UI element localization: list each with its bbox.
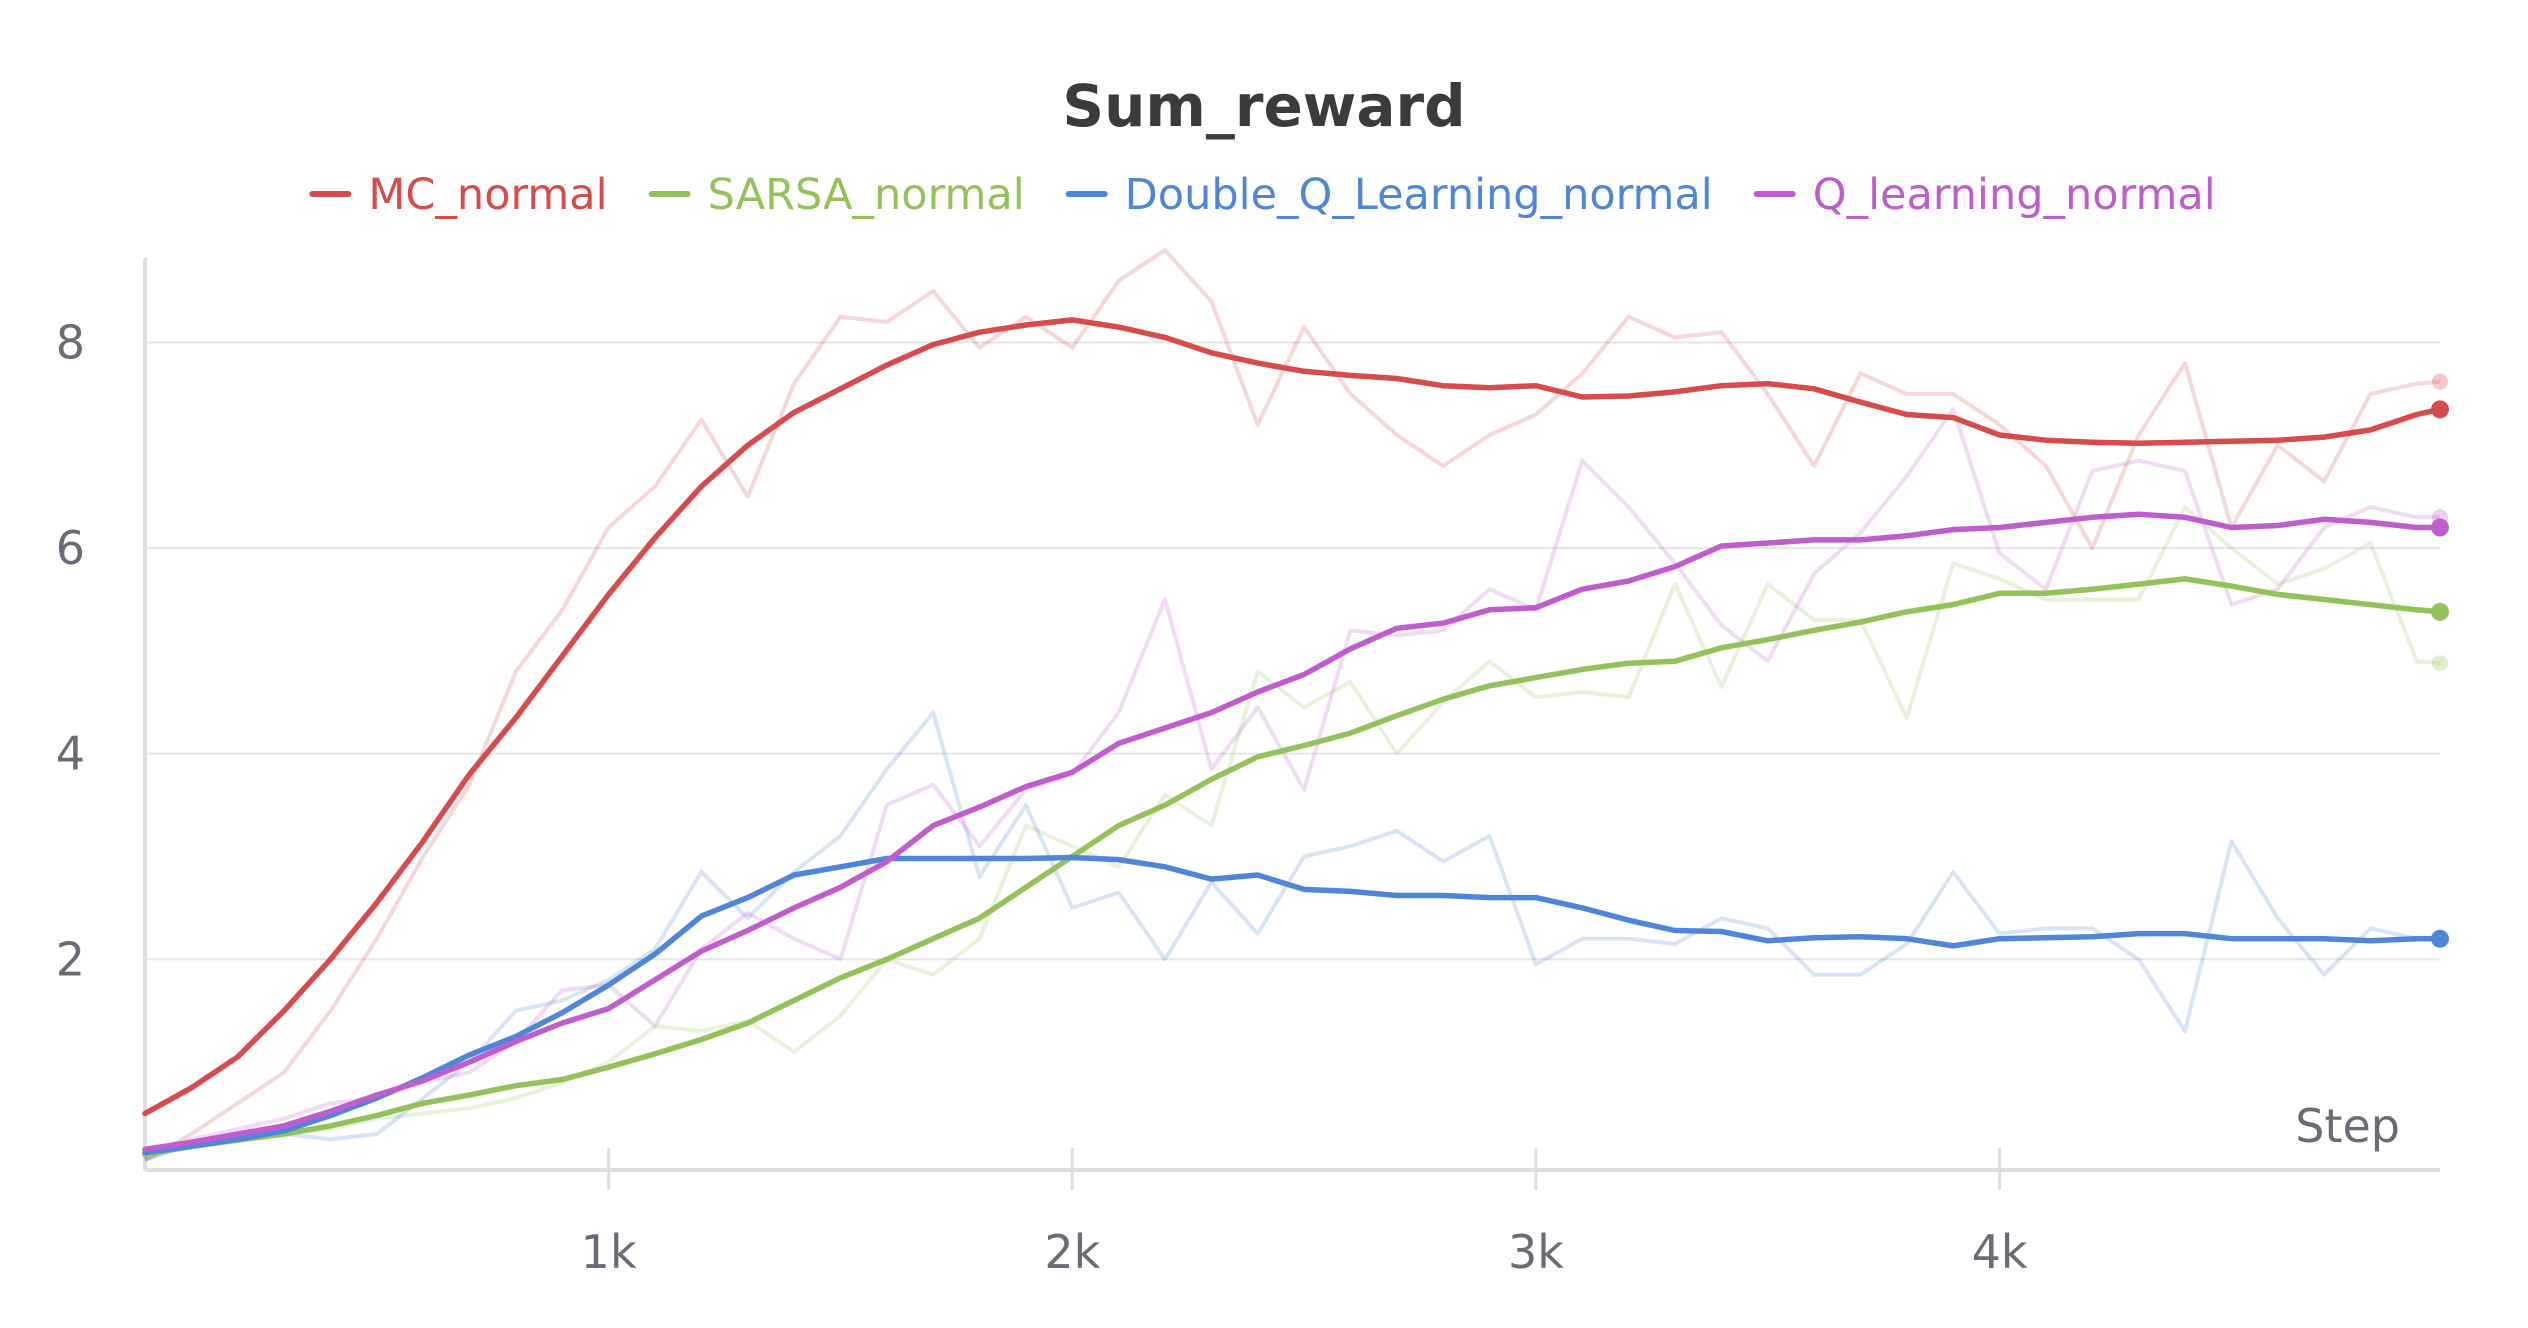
smoothed-end-point-double-q-learning-normal [2431,929,2449,948]
y-tick-label: 4 [56,727,85,781]
y-tick-label: 6 [56,521,85,575]
legend-item-sarsa-normal: SARSA_normal [648,170,1025,220]
raw-line-mc-normal [144,248,2441,1162]
raw-line-q-learning-normal [144,407,2440,1162]
x-tick-label: 3k [1508,1225,1564,1279]
x-tick-label: 2k [1044,1225,1100,1279]
raw-line-double-q-learning-normal [144,710,2440,1162]
smoothed-line-double-q-learning-normal [142,854,2443,1156]
legend-label: MC_normal [368,170,607,220]
smoothed-line-sarsa-normal [142,576,2443,1158]
y-tick-label: 2 [56,932,85,986]
chart-title: Sum_reward [1062,72,1465,140]
raw-end-point-mc-normal [2432,373,2448,390]
smoothed-series-lines [142,317,2443,1158]
raw-line-sarsa-normal [144,505,2441,1162]
gridlines [145,341,2440,961]
series-end-markers [2431,373,2449,948]
raw-series-lines [144,248,2441,1162]
legend-item-q-learning-normal: Q_learning_normal [1753,170,2216,220]
legend-label: Q_learning_normal [1813,170,2216,220]
legend-item-double-q-learning-normal: Double_Q_Learning_normal [1065,170,1713,220]
smoothed-end-point-q-learning-normal [2431,518,2449,537]
x-tick-label: 4k [1972,1225,2028,1279]
smoothed-end-point-sarsa-normal [2431,602,2449,621]
x-axis-title: Step [2295,1099,2400,1153]
smoothed-line-mc-normal [142,317,2443,1117]
legend-label: SARSA_normal [708,170,1025,220]
axes: 2 4 6 8 1k 2k 3k 4k [56,258,2440,1279]
smoothed-end-point-mc-normal [2431,400,2449,419]
legend-label: Double_Q_Learning_normal [1125,170,1713,220]
y-tick-label: 8 [56,316,85,370]
x-tick-label: 1k [581,1225,637,1279]
smoothed-line-q-learning-normal [142,511,2443,1153]
legend: MC_normal SARSA_normal Double_Q_Learning_n… [309,170,2216,220]
legend-item-mc-normal: MC_normal [309,170,608,220]
raw-end-point-sarsa-normal [2432,655,2448,672]
